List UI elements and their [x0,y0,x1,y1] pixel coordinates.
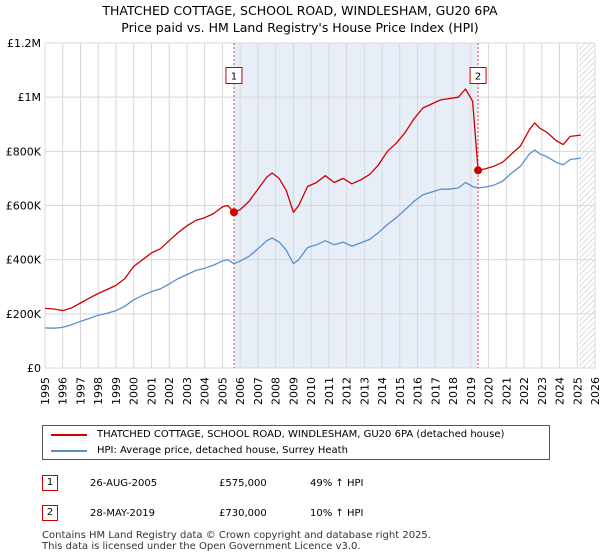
x-tick-label: 2010 [305,377,318,405]
legend-swatch-hpi [51,450,87,452]
sale-marker-label: 2 [475,72,481,83]
y-tick-label: £400K [6,254,42,267]
x-tick-label: 2022 [518,377,531,405]
x-tick-label: 1996 [57,377,70,405]
x-tick-label: 2016 [412,377,425,405]
footer: Contains HM Land Registry data © Crown c… [42,530,431,552]
x-tick-label: 2018 [447,377,460,405]
x-tick-label: 2008 [270,377,283,405]
x-tick-label: 2015 [394,377,407,405]
sale-marker-box [225,67,243,84]
legend-item-hpi: HPI: Average price, detached house, Surr… [51,443,348,459]
series-line-hpi [44,149,581,329]
x-tick-label: 2003 [181,377,194,405]
x-tick-label: 2023 [536,377,549,405]
y-axis-ticks: £0 £200K £400K £600K £800K £1M £1.2M [6,37,42,375]
y-tick-label: £800K [6,145,42,158]
x-tick-label: 2011 [323,377,336,405]
chart-title-block: THATCHED COTTAGE, SCHOOL ROAD, WINDLESHA… [0,2,600,36]
series-line-property [44,88,581,312]
x-tick-label: 2007 [252,377,265,405]
x-tick-label: 2001 [145,377,158,405]
x-tick-label: 2020 [483,377,496,405]
x-tick-label: 2019 [465,377,478,405]
x-tick-label: 2021 [500,377,513,405]
sale-marker-box [469,67,487,84]
x-tick-label: 1998 [92,377,105,405]
chart-subtitle: Price paid vs. HM Land Registry's House … [121,20,479,35]
annotation-badge: 2 [42,505,58,521]
annotation-badge: 1 [42,475,58,491]
sale-marker-label: 1 [231,72,237,83]
sale-marker-dot [229,208,238,217]
series-layer [44,88,581,329]
annotation-hpi: 10% ↑ HPI [310,508,364,519]
x-tick-label: 2004 [199,377,212,405]
annotation-date: 28-MAY-2019 [90,508,156,519]
x-tick-label: 2005 [216,377,229,405]
x-tick-label: 2012 [341,377,354,405]
annotation-hpi: 49% ↑ HPI [310,478,364,489]
x-tick-label: 2026 [589,377,600,405]
chart-title: THATCHED COTTAGE, SCHOOL ROAD, WINDLESHA… [102,3,498,18]
legend-swatch-property [51,434,87,436]
grid-lines [44,42,596,369]
x-tick-label: 2025 [571,377,584,405]
y-tick-label: £600K [6,200,42,213]
x-tick-label: 2017 [429,377,442,405]
legend-label-hpi: HPI: Average price, detached house, Surr… [97,445,348,456]
footer-copyright: Contains HM Land Registry data © Crown c… [42,530,431,541]
y-tick-label: £200K [6,308,42,321]
y-tick-label: £1M [18,91,42,104]
legend: THATCHED COTTAGE, SCHOOL ROAD, WINDLESHA… [42,425,550,460]
annotation-price: £575,000 [219,478,267,489]
annotation-date: 26-AUG-2005 [90,478,158,489]
x-tick-label: 2014 [376,377,389,405]
annotation-row: 1 26-AUG-2005 £575,000 49% ↑ HPI [42,475,562,493]
x-tick-label: 2006 [234,377,247,405]
x-tick-label: 2000 [128,377,141,405]
x-tick-label: 2013 [358,377,371,405]
x-tick-label: 1995 [39,377,52,405]
y-tick-label: £0 [27,362,41,375]
x-tick-label: 2002 [163,377,176,405]
annotation-price: £730,000 [219,508,267,519]
x-tick-label: 1999 [110,377,123,405]
legend-label-property: THATCHED COTTAGE, SCHOOL ROAD, WINDLESHA… [97,429,505,440]
x-axis-ticks: 1995 1996 1997 1998 1999 2000 2001 2002 2003 2004… [39,377,600,405]
legend-item-property: THATCHED COTTAGE, SCHOOL ROAD, WINDLESHA… [51,427,504,443]
x-tick-label: 1997 [74,377,87,405]
footer-licence: This data is licensed under the Open Gov… [42,541,361,552]
annotation-row: 2 28-MAY-2019 £730,000 10% ↑ HPI [42,505,562,523]
y-tick-label: £1.2M [7,37,41,50]
x-tick-label: 2024 [554,377,567,405]
x-tick-label: 2009 [287,377,300,405]
sale-marker-dot [474,166,483,175]
